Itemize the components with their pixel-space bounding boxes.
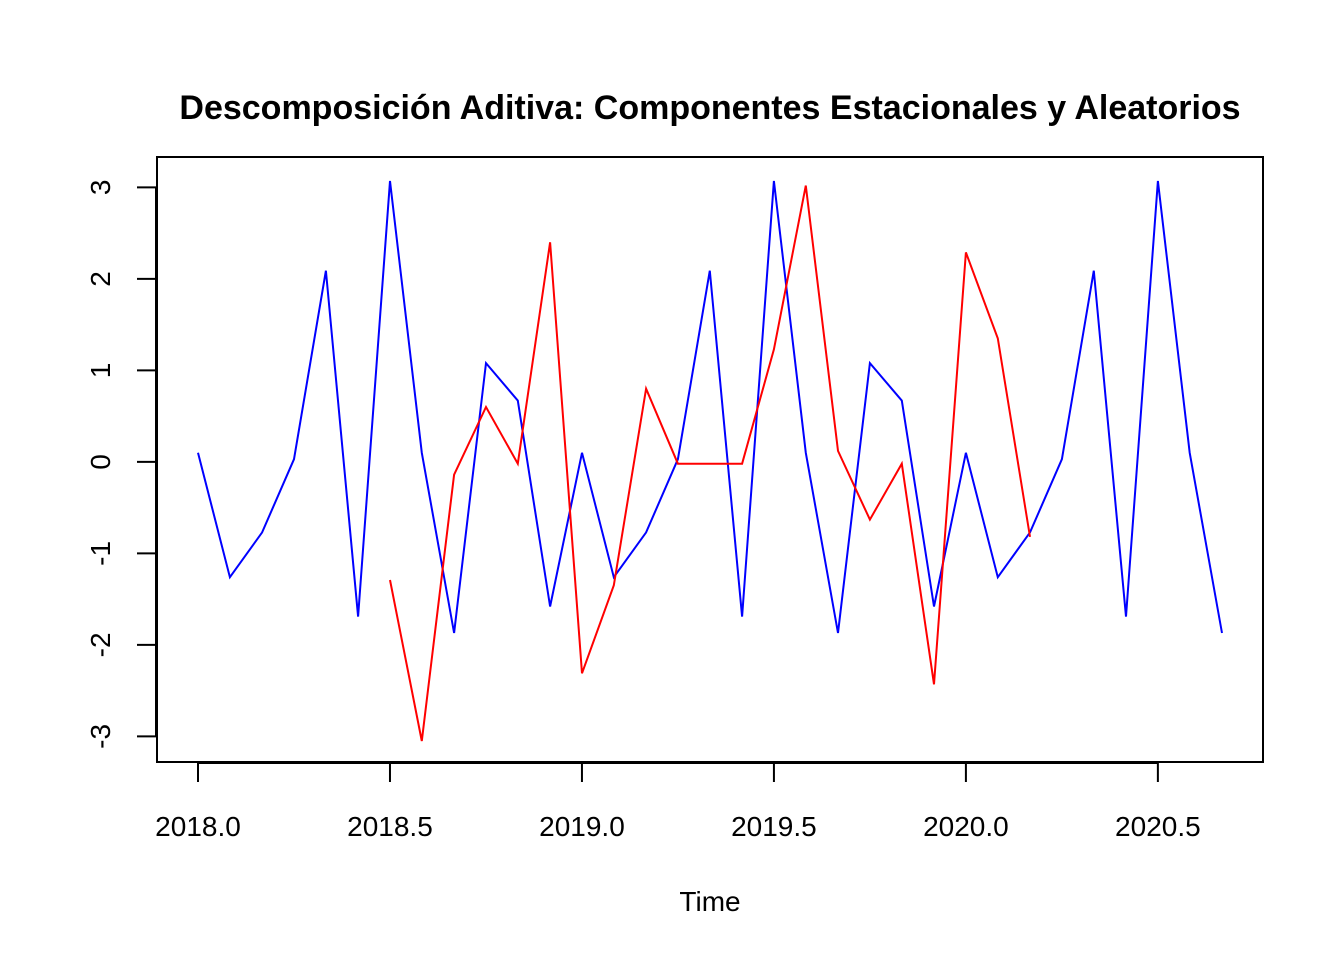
- y-tick-label: 1: [85, 363, 116, 379]
- x-tick-label: 2018.5: [347, 811, 433, 842]
- x-tick-label: 2019.5: [731, 811, 817, 842]
- plot-area-frame: [156, 156, 1264, 763]
- x-tick-label: 2020.5: [1115, 811, 1201, 842]
- x-axis: 2018.0 2018.5 2019.0 2019.5 2020.0 2020.5: [155, 762, 1201, 842]
- y-tick-label: -1: [85, 541, 116, 566]
- series-layer: [197, 180, 1223, 742]
- y-tick-label: -2: [85, 632, 116, 657]
- chart-title: Descomposición Aditiva: Componentes Esta…: [179, 89, 1240, 127]
- x-tick-label: 2019.0: [539, 811, 625, 842]
- y-tick-label: 2: [85, 271, 116, 287]
- series-line-2: [389, 185, 1031, 742]
- y-tick-label: 3: [85, 180, 116, 196]
- x-tick-label: 2018.0: [155, 811, 241, 842]
- x-axis-label: Time: [679, 886, 740, 917]
- x-tick-label: 2020.0: [923, 811, 1009, 842]
- y-tick-label: 0: [85, 454, 116, 470]
- y-tick-label: -3: [85, 724, 116, 749]
- series-line-1: [197, 180, 1223, 634]
- y-axis: -3 -2 -1 0 1 2 3: [85, 180, 157, 749]
